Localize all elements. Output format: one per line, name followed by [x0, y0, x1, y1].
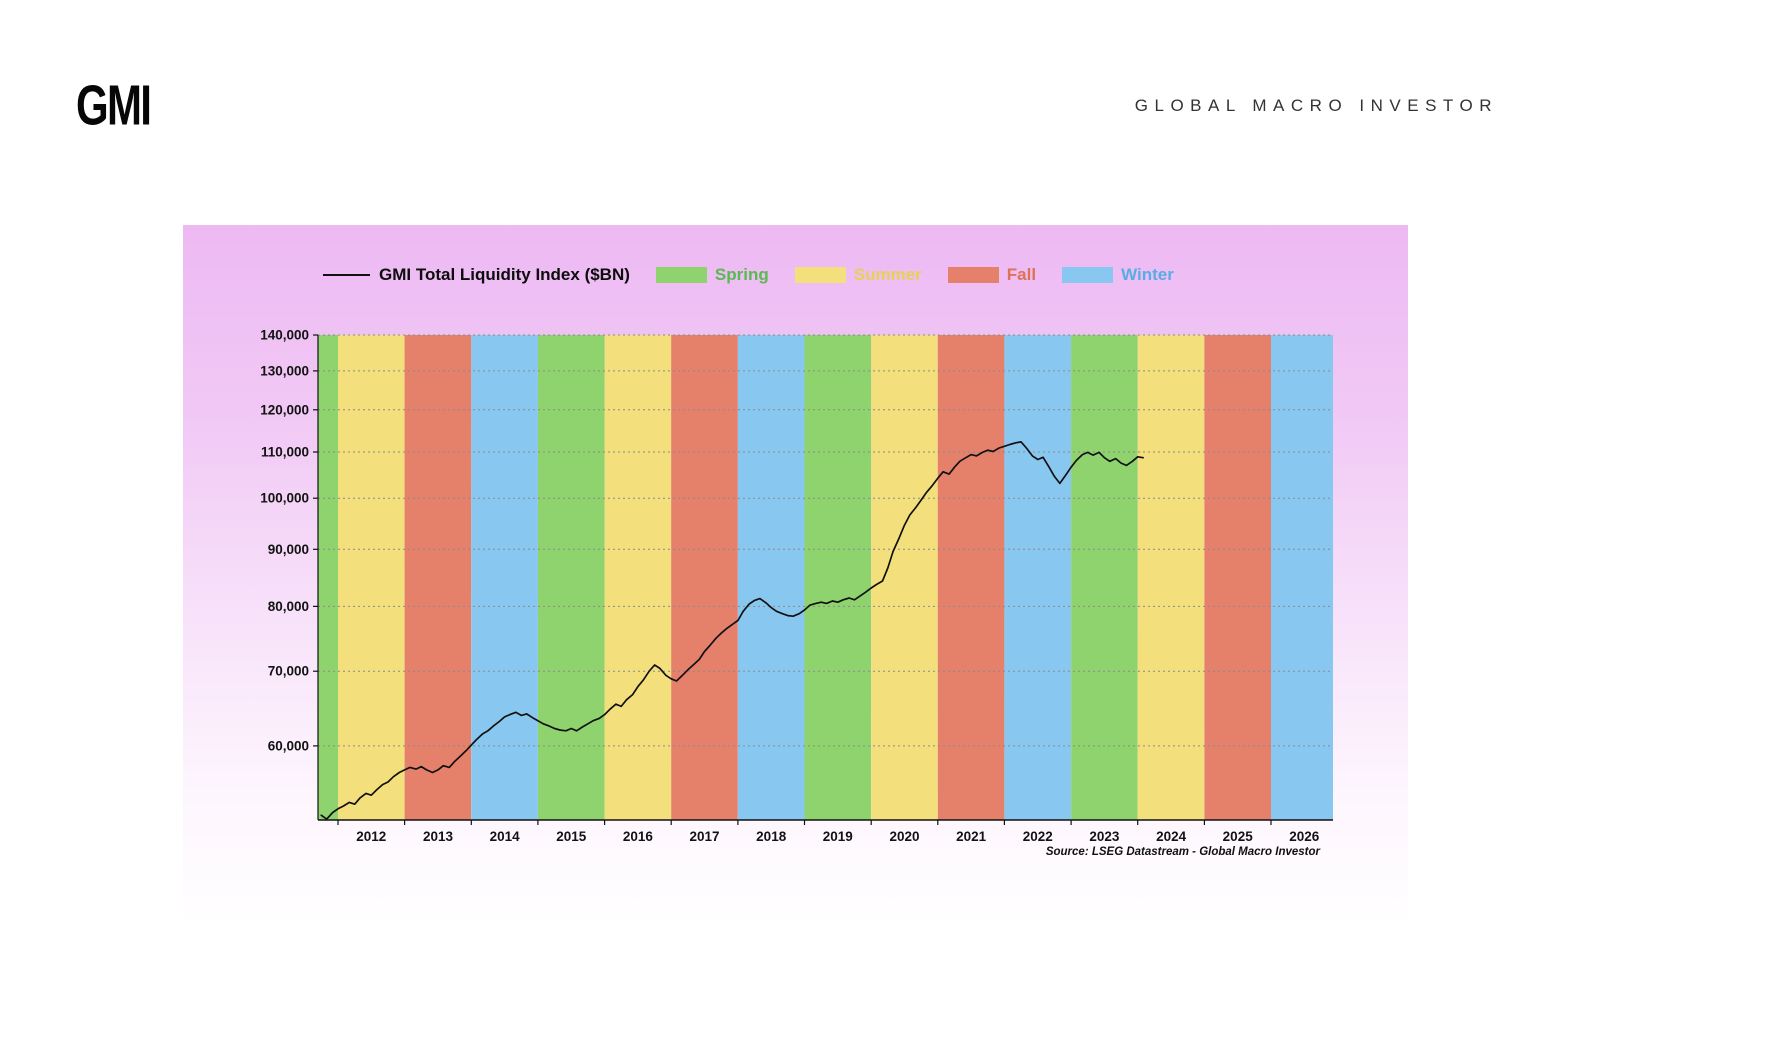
- y-tick-label: 110,000: [261, 445, 309, 460]
- x-tick-label: 2015: [556, 829, 587, 844]
- legend-series-entry: GMI Total Liquidity Index ($BN): [323, 265, 630, 285]
- x-tick-label: 2013: [423, 829, 454, 844]
- x-tick-label: 2023: [1089, 829, 1120, 844]
- legend-label-summer: Summer: [853, 265, 922, 284]
- source-note: Source: LSEG Datastream - Global Macro I…: [1045, 846, 1320, 858]
- y-tick-label: 90,000: [268, 542, 309, 557]
- chart-legend: GMI Total Liquidity Index ($BN) Spring S…: [323, 265, 1174, 285]
- y-tick-label: 140,000: [260, 328, 309, 343]
- gmi-logo: GMI: [76, 73, 152, 137]
- brand-title: GLOBAL MACRO INVESTOR: [1134, 96, 1498, 115]
- x-tick-label: 2025: [1223, 829, 1254, 844]
- season-band-2018-winter: [737, 335, 805, 820]
- series-legend-label: GMI Total Liquidity Index ($BN): [379, 265, 630, 284]
- season-band-2013-fall: [404, 335, 472, 820]
- x-tick-label: 2021: [956, 829, 987, 844]
- season-band-2024-summer: [1137, 335, 1205, 820]
- x-tick-label: 2020: [889, 829, 919, 844]
- season-band-2022-winter: [1004, 335, 1071, 820]
- legend-item-summer: Summer: [794, 265, 922, 285]
- spring-swatch: [655, 267, 707, 283]
- x-tick-label: 2022: [1023, 829, 1053, 844]
- summer-swatch: [794, 267, 846, 283]
- x-tick-label: 2018: [756, 829, 787, 844]
- season-band-2026-winter: [1271, 335, 1333, 820]
- x-tick-label: 2012: [356, 829, 386, 844]
- legend-item-winter: Winter: [1062, 265, 1174, 285]
- fall-swatch: [947, 267, 999, 283]
- season-band-2020-summer: [871, 335, 938, 820]
- liquidity-chart: 60,000 70,000 80,000 90,000 100,000 110,000 12…: [260, 328, 1333, 844]
- season-band-2012-summer: [338, 335, 405, 820]
- x-tick-label: 2014: [490, 829, 521, 844]
- x-tick-label: 2017: [689, 829, 719, 844]
- series-line: [320, 441, 1144, 820]
- season-band-2011-spring: [318, 335, 338, 820]
- x-tick-label: 2024: [1156, 829, 1187, 844]
- y-tick-label: 120,000: [260, 402, 309, 417]
- season-band-2016-summer: [604, 335, 672, 820]
- season-band-2014-winter: [471, 335, 538, 820]
- y-tick-label: 80,000: [268, 599, 309, 614]
- y-tick-label: 100,000: [260, 491, 309, 506]
- legend-label-fall: Fall: [1006, 265, 1037, 284]
- y-tick-label: 130,000: [260, 363, 309, 378]
- legend-label-spring: Spring: [714, 265, 769, 284]
- x-tick-label: 2026: [1289, 829, 1320, 844]
- season-band-2019-spring: [804, 335, 872, 820]
- legend-item-spring: Spring: [655, 265, 769, 285]
- x-tick-label: 2016: [623, 829, 654, 844]
- season-band-2017-fall: [671, 335, 738, 820]
- season-band-2021-fall: [937, 335, 1005, 820]
- season-band-2025-fall: [1204, 335, 1271, 820]
- season-band-2015-spring: [537, 335, 605, 820]
- chart-panel: 60,000 70,000 80,000 90,000 100,000 110,000 12…: [183, 225, 1408, 920]
- y-tick-label: 60,000: [268, 738, 309, 753]
- legend-label-winter: Winter: [1121, 265, 1174, 284]
- season-band-2023-spring: [1071, 335, 1138, 820]
- series-line-sample: [323, 274, 370, 276]
- winter-swatch: [1062, 267, 1114, 283]
- x-tick-label: 2019: [823, 829, 853, 844]
- legend-item-fall: Fall: [947, 265, 1037, 285]
- y-tick-label: 70,000: [268, 664, 309, 679]
